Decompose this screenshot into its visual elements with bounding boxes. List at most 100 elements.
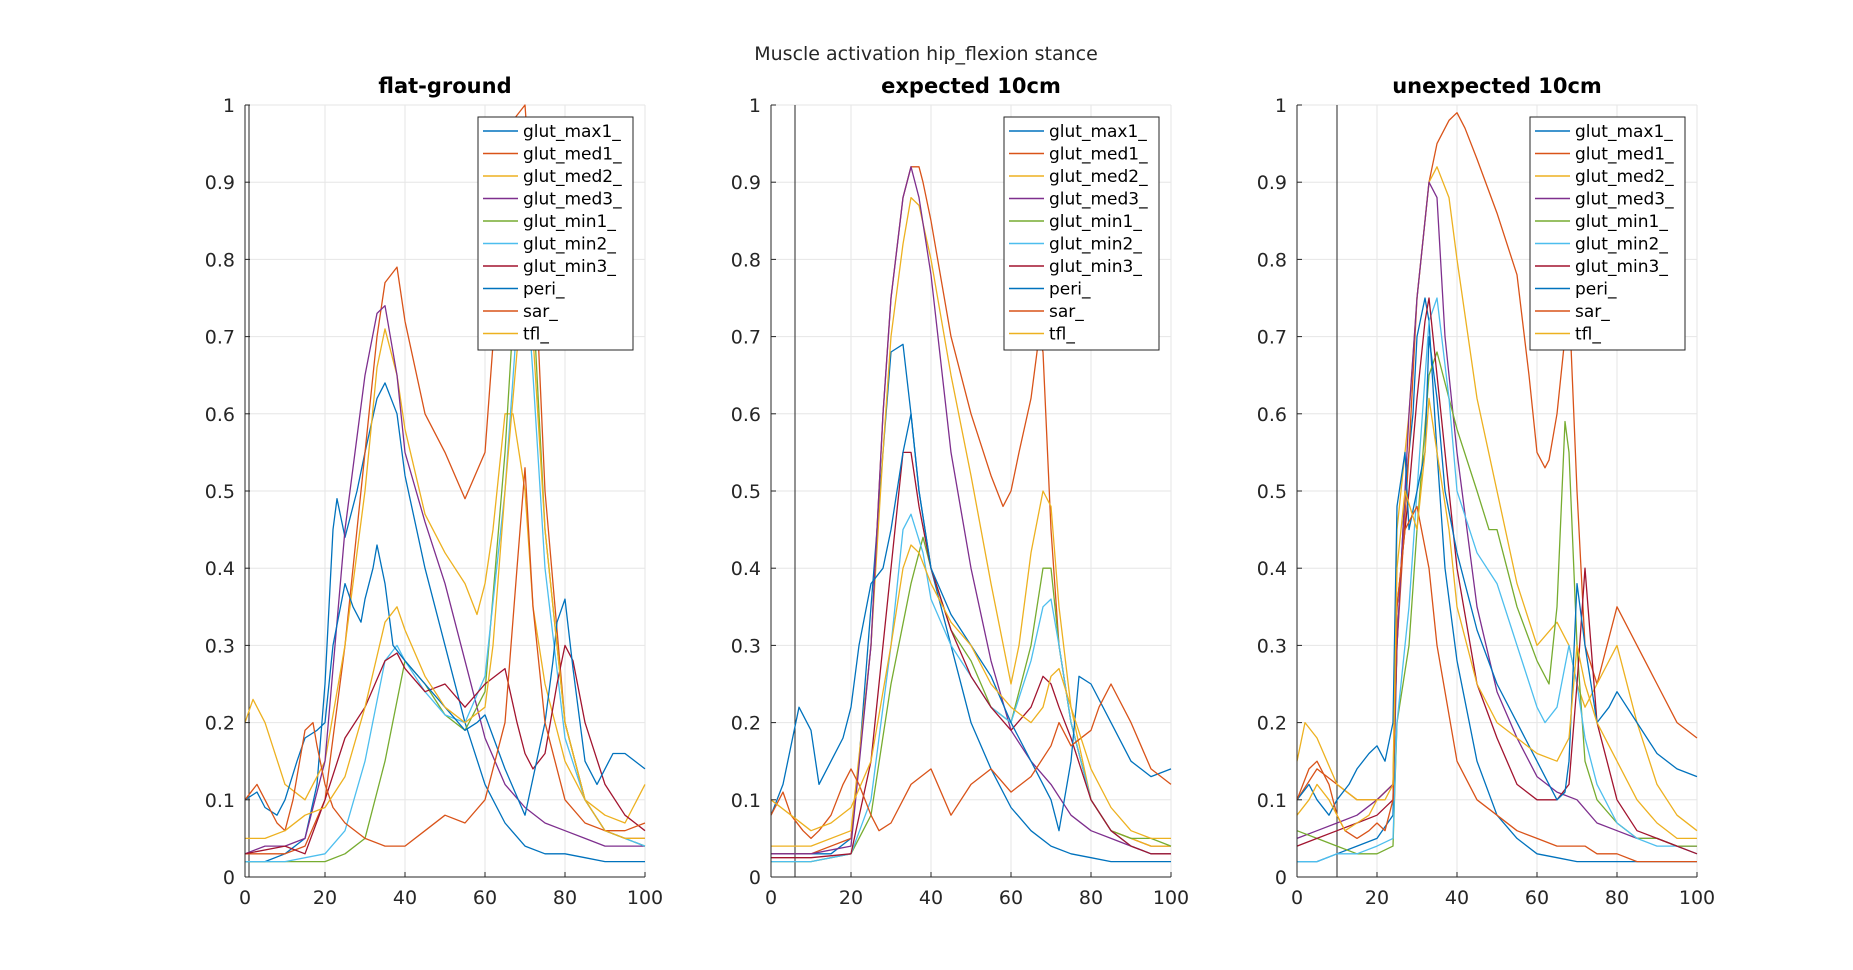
x-tick-label: 60 xyxy=(1525,887,1549,909)
axis: 0 20 40 60 80 100 0 0.1 0.2 0.3 0.4 0.5 0.6 0.7 0.8 0.9… xyxy=(1257,95,1715,909)
series-line-glut-min1 xyxy=(1296,351,1697,855)
legend-label: sar_ xyxy=(1575,302,1610,322)
x-tick-label: 40 xyxy=(393,887,417,909)
axes-title: expected 10cm xyxy=(881,74,1061,98)
x-tick-label: 20 xyxy=(839,887,863,909)
y-tick-label: 0.9 xyxy=(731,172,761,194)
y-tick-label: 0.2 xyxy=(205,713,235,735)
legend-label: glut_min2_ xyxy=(1575,235,1668,255)
legend-label: glut_min1_ xyxy=(523,212,616,232)
series-line-glut-min2 xyxy=(245,258,646,863)
x-tick-label: 100 xyxy=(627,887,663,909)
series-line-glut-min3 xyxy=(244,644,646,855)
legend-label: peri_ xyxy=(1575,280,1617,300)
y-tick-label: 0.6 xyxy=(205,404,235,426)
y-tick-label: 0.3 xyxy=(1257,635,1287,657)
y-tick-label: 0 xyxy=(1275,867,1287,889)
y-tick-label: 0.7 xyxy=(1257,327,1287,349)
legend-label: glut_med3_ xyxy=(1049,190,1148,210)
axes-title: unexpected 10cm xyxy=(1392,74,1602,98)
x-tick-label: 0 xyxy=(765,887,777,909)
y-tick-label: 0 xyxy=(749,867,761,889)
series-line-sar xyxy=(244,467,646,847)
legend-label: tfl_ xyxy=(1049,325,1075,345)
series-line-glut-med2 xyxy=(244,328,646,824)
series-line-tfl xyxy=(1296,397,1697,840)
legend-label: glut_med1_ xyxy=(1049,145,1148,165)
series-line-tfl xyxy=(770,544,1171,840)
y-tick-label: 0.5 xyxy=(731,481,761,503)
y-tick-label: 0.6 xyxy=(1257,404,1287,426)
series-lines xyxy=(1296,112,1698,863)
axes-layer: 0 20 40 60 80 10000.10.20.30.40.50.60.70.80.9… xyxy=(205,74,1715,909)
legend-label: sar_ xyxy=(523,302,558,322)
axes-3: 0 20 40 60 80 100 0 0.1 0.2 0.3 0.4 0.5 0.6 0.7 0.8 0.9… xyxy=(1257,74,1715,909)
y-tick-label: 0.9 xyxy=(1257,172,1287,194)
series-line-glut-min2 xyxy=(1297,297,1698,863)
series-line-glut-med3 xyxy=(244,305,645,855)
axis: 0 20 40 60 80 100 0 0.1 0.2 0.3 0.4 0.5 0.6 0.7 0.8 0.9… xyxy=(731,95,1189,909)
x-tick-label: 80 xyxy=(1079,887,1103,909)
y-tick-label: 0.8 xyxy=(731,249,761,271)
legend-label: tfl_ xyxy=(1575,325,1601,345)
x-tick-label: 0 xyxy=(1291,887,1303,909)
series-line-glut-max1 xyxy=(1297,297,1697,863)
axis: 0 20 40 60 80 100 0 0.1 0.2 0.3 0.4 0.5 0.6 0.7 0.8 0.9… xyxy=(205,95,663,909)
legend-label: glut_min1_ xyxy=(1575,212,1668,232)
x-tick-label: 20 xyxy=(313,887,337,909)
y-tick-label: 0.4 xyxy=(205,558,235,580)
y-tick-label: 0.8 xyxy=(205,249,235,271)
legend-label: glut_med2_ xyxy=(523,167,622,187)
legend-label: glut_med1_ xyxy=(1575,145,1674,165)
legend-label: glut_med3_ xyxy=(1575,190,1674,210)
x-tick-label: 80 xyxy=(1605,887,1629,909)
y-tick-label: 0.6 xyxy=(731,404,761,426)
y-tick-label: 0.7 xyxy=(731,327,761,349)
y-tick-label: 0.5 xyxy=(205,481,235,503)
series-line-glut-min3 xyxy=(771,451,1171,859)
legend-label: glut_med3_ xyxy=(523,190,622,210)
y-tick-label: 0.5 xyxy=(1257,481,1287,503)
y-tick-label: 0.4 xyxy=(1257,558,1287,580)
legend: glut_max1_ glut_med1_glut_med2_ glut_med3_… xyxy=(477,116,634,351)
x-tick-label: 80 xyxy=(553,887,577,909)
legend-label: peri_ xyxy=(523,280,565,300)
series-line-sar xyxy=(770,683,1172,840)
y-tick-label: 0.4 xyxy=(731,558,761,580)
x-tick-label: 40 xyxy=(1445,887,1469,909)
series-line-peri xyxy=(244,544,646,816)
legend-label: sar_ xyxy=(1049,302,1084,322)
series-lines xyxy=(244,104,646,863)
series-line-glut-max1 xyxy=(245,382,645,863)
y-tick-label: 0 xyxy=(223,867,235,889)
legend-label: glut_max1_ xyxy=(1575,122,1673,142)
y-tick-label: 1 xyxy=(749,95,761,117)
legend: glut_max1_ glut_med1_glut_med2_ glut_med3_… xyxy=(1003,116,1160,351)
y-tick-label: 0.1 xyxy=(1257,790,1287,812)
legend: glut_max1_ glut_med1_glut_med2_ glut_med3_… xyxy=(1529,116,1686,351)
legend-label: glut_max1_ xyxy=(1049,122,1147,142)
legend-label: glut_min3_ xyxy=(1049,257,1142,277)
legend-label: glut_min2_ xyxy=(523,235,616,255)
legend-label: peri_ xyxy=(1049,280,1091,300)
series-lines xyxy=(770,166,1172,863)
x-tick-label: 20 xyxy=(1365,887,1389,909)
legend-label: glut_med2_ xyxy=(1049,167,1148,187)
x-tick-label: 0 xyxy=(239,887,251,909)
axes-2: 0 20 40 60 80 100 0 0.1 0.2 0.3 0.4 0.5 0.6 0.7 0.8 0.9… xyxy=(731,74,1189,909)
x-tick-label: 60 xyxy=(999,887,1023,909)
legend-label: glut_min3_ xyxy=(1575,257,1668,277)
legend-label: tfl_ xyxy=(523,325,549,345)
series-line-glut-min3 xyxy=(1296,297,1698,855)
axes-title: flat-ground xyxy=(378,74,511,98)
legend-label: glut_min2_ xyxy=(1049,235,1142,255)
legend-label: glut_med1_ xyxy=(523,145,622,165)
y-tick-label: 1 xyxy=(223,95,235,117)
y-tick-label: 0.1 xyxy=(205,790,235,812)
x-tick-label: 100 xyxy=(1679,887,1715,909)
y-tick-label: 0.2 xyxy=(1257,713,1287,735)
legend-label: glut_min3_ xyxy=(523,257,616,277)
series-line-glut-med2 xyxy=(1296,166,1698,832)
legend-label: glut_med2_ xyxy=(1575,167,1674,187)
